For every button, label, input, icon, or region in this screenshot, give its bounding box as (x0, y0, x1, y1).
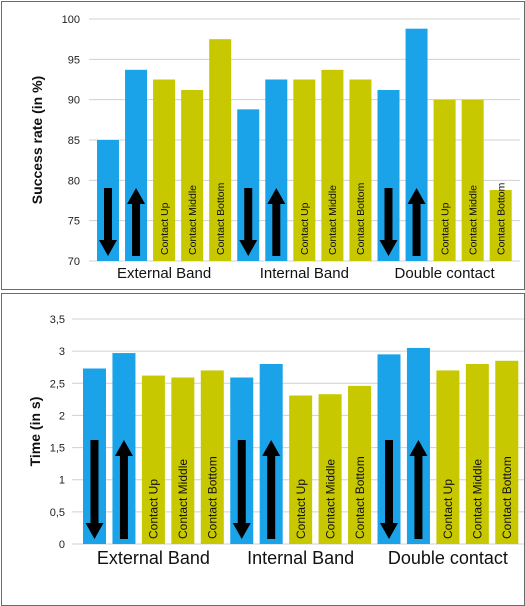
group-label-double-contact: Double contact (388, 548, 508, 568)
bar-double-contact-contact-up (433, 99, 456, 262)
up-arrow-icon (114, 440, 133, 539)
y-tick-label: 2 (59, 410, 65, 422)
down-arrow-icon (99, 188, 117, 256)
y-axis-label: Time (in s) (27, 397, 43, 467)
bar-internal-band-contact-bottom (349, 79, 372, 261)
bar-label: Contact Middle (467, 185, 479, 255)
success-rate-chart-panel: 70 75 80 85 90 95 100 Success rate (in %) Contac… (1, 1, 525, 290)
up-arrow-icon (267, 188, 286, 256)
up-arrow-icon (262, 440, 281, 539)
bar-double-contact-down-arrow-icon (377, 89, 400, 261)
bar-double-contact-contact-up (436, 370, 460, 544)
y-tick-label: 95 (68, 54, 80, 66)
bar-label: Contact Up (159, 202, 171, 255)
bar-label: Contact Bottom (215, 182, 227, 255)
down-arrow-icon (85, 440, 104, 539)
y-tick-label: 90 (68, 95, 80, 107)
bar-external-band-contact-up (153, 79, 176, 261)
group-label-internal-band: Internal Band (247, 548, 354, 568)
y-tick-label: 3 (59, 346, 65, 358)
bar-double-contact-contact-middle (461, 99, 484, 262)
bar-internal-band-contact-bottom (348, 385, 372, 544)
bar-external-band-contact-middle (181, 89, 204, 261)
group-label-external-band: External Band (117, 265, 211, 282)
y-tick-label: 80 (68, 175, 80, 187)
bar-label: Contact Bottom (495, 182, 507, 255)
bar-label: Contact Middle (323, 459, 337, 539)
bar-internal-band-down-arrow-icon (237, 109, 260, 261)
bar-label: Contact Up (147, 479, 161, 539)
group-label-double-contact: Double contact (395, 265, 496, 282)
time-chart: 0 0,5 1 1,5 2 2,5 3 3,5 Time (in s) Contact Up Con… (27, 314, 524, 568)
bar-label: Contact Up (441, 479, 455, 539)
y-tick-label: 2,5 (50, 378, 65, 390)
y-tick-label: 75 (68, 216, 80, 228)
bar-internal-band-contact-up (293, 79, 316, 261)
bar-label: Contact Bottom (206, 456, 220, 539)
y-tick-label: 3,5 (50, 314, 65, 326)
success-rate-chart: 70 75 80 85 90 95 100 Success rate (in %) Contac… (29, 14, 520, 282)
y-tick-label: 100 (62, 14, 80, 26)
up-arrow-icon (409, 440, 428, 539)
bar-label: Contact Bottom (500, 456, 514, 539)
up-arrow-icon (407, 188, 426, 256)
bar-external-band-up-arrow-icon (125, 69, 148, 261)
bar-double-contact-contact-middle (465, 364, 489, 544)
bar-label: Contact Middle (187, 185, 199, 255)
bar-label: Contact Bottom (355, 182, 367, 255)
bar-double-contact-contact-bottom (495, 360, 519, 544)
bar-external-band-contact-bottom (209, 39, 232, 261)
y-tick-label: 1,5 (50, 443, 65, 455)
bar-internal-band-contact-middle (318, 394, 342, 544)
down-arrow-icon (239, 188, 258, 256)
bar-label: Contact Up (439, 202, 451, 255)
bar-internal-band-up-arrow-icon (265, 79, 288, 261)
y-tick-label: 0 (59, 539, 65, 551)
bar-label: Contact Bottom (353, 456, 367, 539)
group-label-internal-band: Internal Band (260, 265, 349, 282)
bar-label: Contact Up (299, 202, 311, 255)
y-tick-label: 1 (59, 475, 65, 487)
y-tick-label: 85 (68, 135, 80, 147)
down-arrow-icon (379, 188, 398, 256)
up-arrow-icon (127, 188, 146, 256)
bar-external-band-contact-up (141, 375, 165, 544)
group-label-external-band: External Band (97, 548, 210, 568)
bar-label: Contact Middle (471, 459, 485, 539)
time-chart-panel: 0 0,5 1 1,5 2 2,5 3 3,5 Time (in s) Contact Up Con… (1, 293, 525, 606)
bar-external-band-contact-bottom (200, 370, 224, 544)
down-arrow-icon (232, 440, 251, 539)
bar-external-band-contact-middle (171, 377, 195, 544)
y-tick-label: 0,5 (50, 507, 65, 519)
bar-internal-band-contact-up (289, 395, 313, 544)
bar-label: Contact Middle (176, 459, 190, 539)
y-axis-label: Success rate (in %) (29, 76, 45, 204)
y-tick-label: 70 (68, 256, 80, 268)
bar-label: Contact Middle (327, 185, 339, 255)
bar-internal-band-contact-middle (321, 69, 344, 261)
bar-label: Contact Up (294, 479, 308, 539)
down-arrow-icon (380, 440, 398, 539)
bar-double-contact-contact-bottom (489, 190, 512, 261)
